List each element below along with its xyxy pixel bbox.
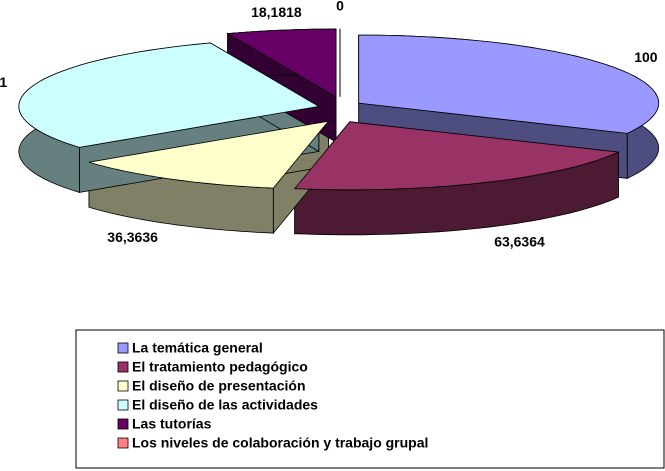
- slice: [293, 121, 620, 191]
- legend-swatch: [117, 437, 129, 449]
- slice: [18, 42, 320, 148]
- legend-label: Los niveles de colaboración y trabajo gr…: [132, 435, 428, 451]
- legend-label: El tratamiento pedagógico: [132, 359, 308, 375]
- legend-swatch: [117, 399, 129, 411]
- legend-swatch: [117, 418, 129, 430]
- legend-box: [75, 329, 665, 469]
- legend-label: El diseño de presentación: [132, 378, 306, 394]
- legend-swatch: [117, 342, 129, 354]
- legend-label: El diseño de las actividades: [132, 397, 318, 413]
- slice-tops: [18, 28, 660, 191]
- data-label: 18,1818: [251, 4, 302, 20]
- data-label: 0: [336, 0, 344, 14]
- legend-swatch: [117, 380, 129, 392]
- slice: [88, 120, 330, 189]
- slice: [358, 34, 660, 134]
- legend-swatch: [117, 361, 129, 373]
- data-label: 90,9091: [0, 74, 7, 90]
- data-label: 100: [634, 49, 658, 65]
- legend-label: Las tutorías: [132, 416, 212, 432]
- legend-label: La temática general: [132, 340, 263, 356]
- legend: La temática general El tratamiento pedagó…: [117, 340, 428, 451]
- data-label: 63,6364: [494, 234, 545, 250]
- pie: 100 63,6364 36,3636 90,9091 18,1818 0: [0, 0, 660, 250]
- slice: [226, 28, 337, 98]
- data-label: 36,3636: [107, 229, 158, 245]
